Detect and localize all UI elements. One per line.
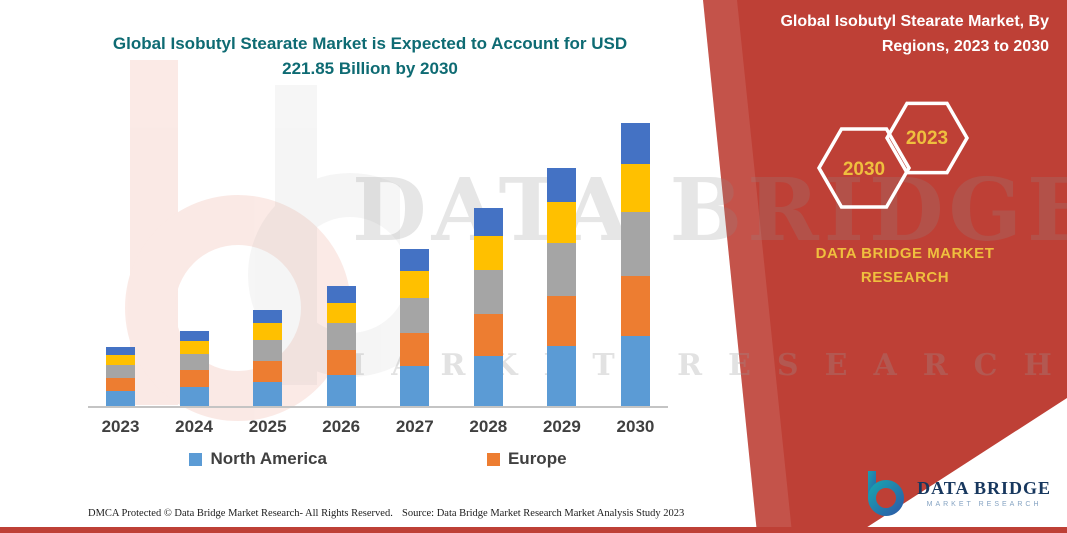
bar-2028 bbox=[473, 100, 503, 406]
bar-segment bbox=[620, 212, 650, 276]
bar-segment bbox=[106, 355, 135, 366]
logo-text-block: DATA BRIDGE MARKET RESEARCH bbox=[917, 478, 1051, 508]
dbmr-logo: DATA BRIDGE MARKET RESEARCH bbox=[862, 469, 1051, 517]
bar-segment bbox=[179, 353, 209, 371]
bar-segment bbox=[547, 202, 577, 243]
bar-segment bbox=[253, 361, 283, 382]
bar-segment bbox=[620, 122, 650, 164]
bar-segment bbox=[400, 297, 430, 334]
bar-segment bbox=[106, 365, 135, 378]
bar-segment bbox=[473, 236, 503, 270]
hexagon-2023 bbox=[884, 101, 970, 175]
bar-segment bbox=[620, 335, 650, 406]
bar-segment bbox=[473, 356, 503, 406]
source-note: Source: Data Bridge Market Research Mark… bbox=[402, 508, 685, 519]
legend-label: North America bbox=[210, 449, 327, 468]
bar-segment bbox=[326, 375, 356, 406]
bar-segment bbox=[179, 386, 209, 406]
chart-title: Global Isobutyl Stearate Market is Expec… bbox=[112, 34, 628, 78]
bar-segment bbox=[106, 390, 135, 406]
bar-segment bbox=[473, 208, 503, 237]
bar-segment bbox=[179, 341, 209, 354]
bar-segment bbox=[620, 163, 650, 213]
x-axis-label: 2029 bbox=[542, 417, 581, 436]
x-axis-labels: 2023 2024 2025 2026 2027 2028 2029 2030 bbox=[88, 417, 668, 437]
red-panel-highlight bbox=[703, 0, 792, 533]
dbmr-logo-icon bbox=[868, 471, 905, 516]
bar-segment bbox=[326, 286, 356, 303]
brand-line2: RESEARCH bbox=[860, 269, 950, 286]
watermark-text: DATA BRIDGE bbox=[352, 160, 1067, 261]
bar-segment bbox=[253, 381, 283, 406]
hexagon-badges: 2023 2030 bbox=[816, 101, 970, 209]
watermark-subtext: MARKET RESEARCH bbox=[332, 348, 1067, 383]
bar-segment bbox=[473, 269, 503, 315]
logo-tagline: MARKET RESEARCH bbox=[926, 501, 1042, 508]
bar-segment bbox=[326, 302, 356, 324]
bar-2023 bbox=[106, 100, 135, 406]
bar-2030 bbox=[620, 100, 650, 406]
bar-segment bbox=[620, 275, 650, 336]
brand-line1: DATA BRIDGE MARKET bbox=[815, 245, 995, 262]
hexagon-2030-label: 2030 bbox=[843, 159, 885, 180]
bar-segment bbox=[253, 323, 283, 340]
bar-segment bbox=[326, 323, 356, 350]
chart: 2023 2024 2025 2026 2027 2028 2029 2030 North A… bbox=[88, 100, 668, 469]
logo-name: DATA BRIDGE bbox=[917, 478, 1051, 498]
x-axis-label: 2023 bbox=[101, 417, 140, 436]
x-axis-label: 2024 bbox=[175, 417, 213, 436]
bar-2029 bbox=[547, 100, 577, 406]
side-panel-title: Global Isobutyl Stearate Market, By Regi… bbox=[780, 13, 1049, 55]
bar-segment bbox=[400, 333, 430, 367]
bottom-accent-bar bbox=[0, 527, 1067, 533]
bar-segment bbox=[547, 167, 577, 203]
x-axis-label: 2026 bbox=[322, 417, 361, 436]
legend: North America Europe bbox=[88, 449, 668, 469]
bar-2024 bbox=[179, 100, 209, 406]
legend-item-north-america: North America bbox=[189, 449, 327, 469]
x-axis-label: 2027 bbox=[395, 417, 434, 436]
legend-label: Europe bbox=[507, 449, 567, 468]
bar-segment bbox=[400, 366, 430, 406]
bar-segment bbox=[547, 346, 577, 406]
bar-segment bbox=[179, 330, 209, 341]
brand-text: DATA BRIDGE MARKET RESEARCH bbox=[790, 242, 1020, 290]
bar-2027 bbox=[400, 100, 430, 406]
bar-segment bbox=[400, 249, 430, 271]
bar-2025 bbox=[253, 100, 283, 406]
legend-swatch bbox=[189, 452, 203, 466]
bar-segment bbox=[106, 377, 135, 391]
bar-2026 bbox=[326, 100, 356, 406]
legend-item-europe: Europe bbox=[486, 449, 567, 469]
bar-segment bbox=[253, 310, 283, 324]
bar-segment bbox=[400, 270, 430, 298]
bar-segment bbox=[179, 370, 209, 387]
bar-segment bbox=[326, 349, 356, 376]
x-axis-label: 2025 bbox=[248, 417, 287, 436]
hexagon-2030 bbox=[816, 127, 912, 209]
x-axis-label: 2028 bbox=[469, 417, 508, 436]
bar-segment bbox=[106, 347, 135, 356]
bar-segment bbox=[473, 314, 503, 357]
plot-area bbox=[88, 100, 668, 408]
red-panel-shape bbox=[703, 0, 1067, 533]
x-axis-label: 2030 bbox=[616, 417, 655, 436]
hexagon-2023-label: 2023 bbox=[906, 128, 948, 149]
bar-segment bbox=[547, 296, 577, 347]
dmca-notice: DMCA Protected © Data Bridge Market Rese… bbox=[88, 508, 393, 519]
legend-swatch bbox=[486, 452, 500, 466]
bar-segment bbox=[253, 339, 283, 362]
watermark-b-orange bbox=[125, 60, 351, 421]
bar-segment bbox=[547, 242, 577, 297]
